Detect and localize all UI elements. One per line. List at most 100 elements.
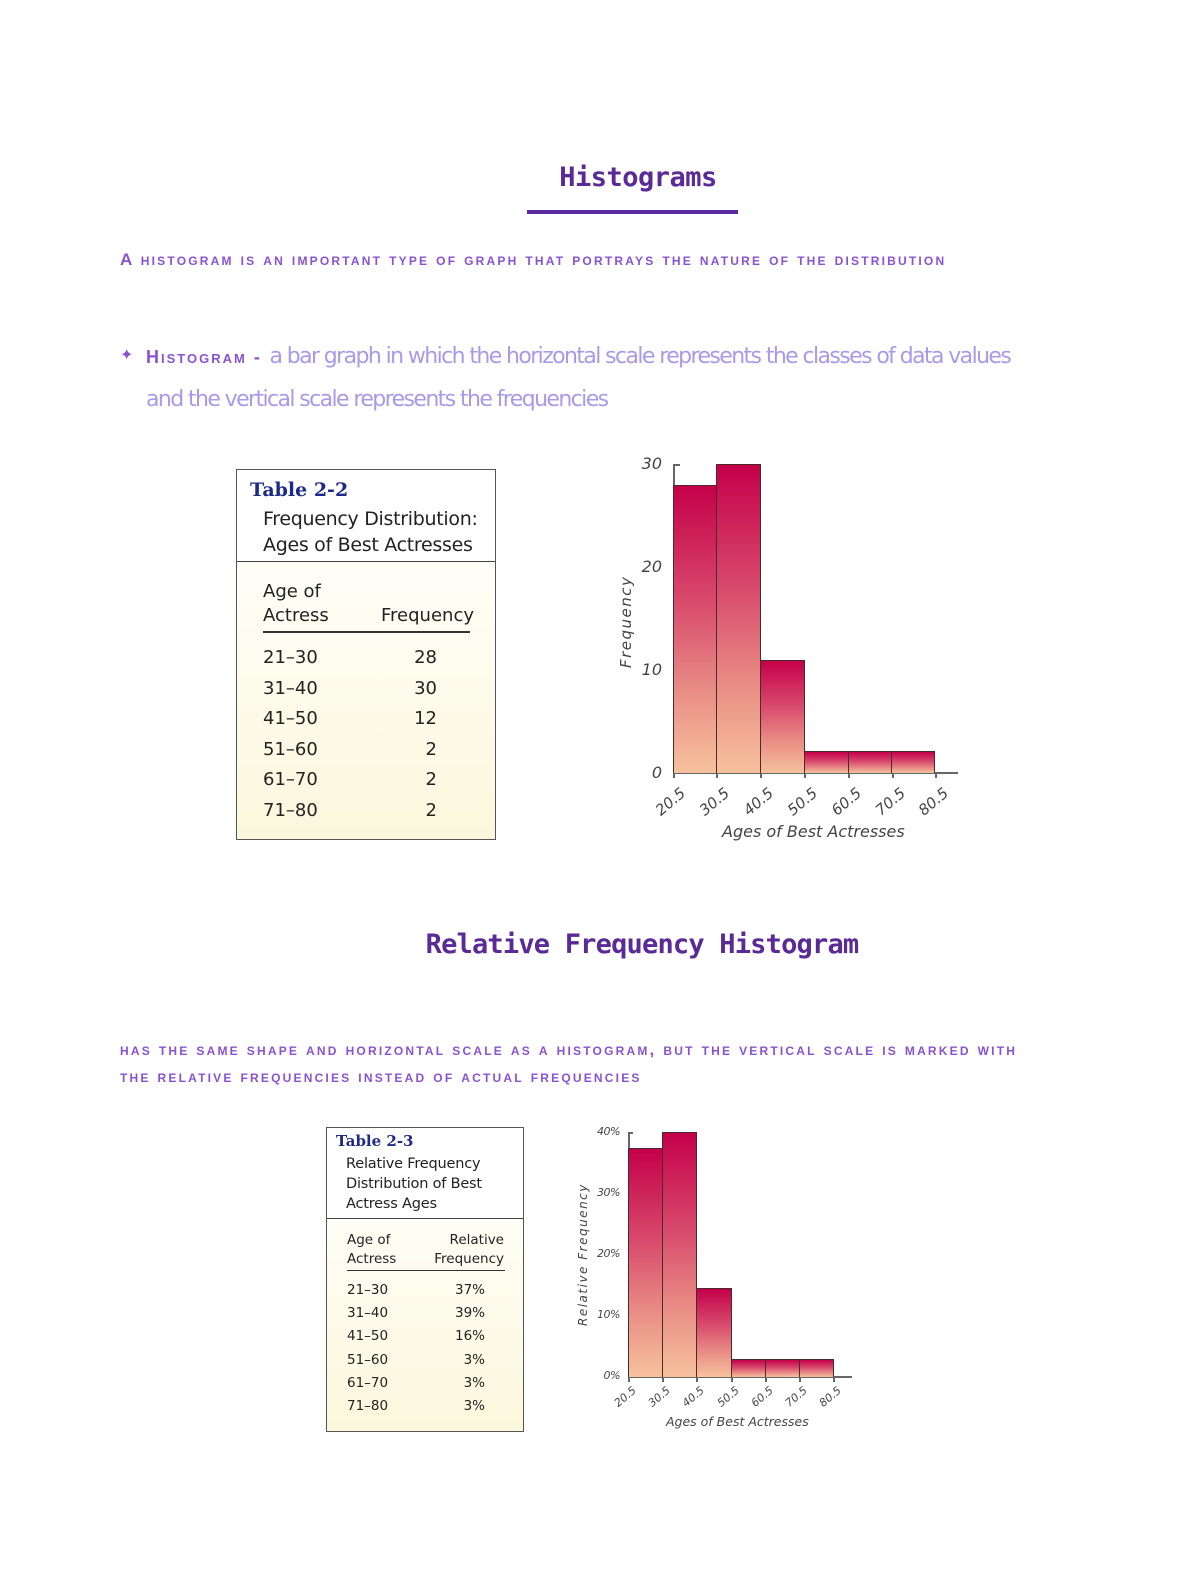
table-row: 71–80 3% xyxy=(347,1398,485,1421)
cell-relative-frequency: 3% xyxy=(463,1351,485,1368)
table-body: 21–30 28 31–40 30 41–50 12 51–60 2 61–70 2 71… xyxy=(263,647,437,830)
table-row: 41–50 12 xyxy=(263,708,437,739)
y-axis-title: Frequency xyxy=(617,575,635,668)
x-tick xyxy=(765,1377,767,1382)
bar-40.5-50.5 xyxy=(760,660,805,773)
definition-bullet: ✦ Histogram - a bar graph in which the ho… xyxy=(120,334,1080,420)
x-tick xyxy=(760,773,762,778)
caption-line: Ages of Best Actresses xyxy=(263,534,473,556)
x-tick-label: 30.5 xyxy=(645,1384,673,1410)
table-row: 51–60 2 xyxy=(263,739,437,770)
cell-frequency: 2 xyxy=(425,738,437,760)
x-tick xyxy=(804,773,806,778)
table-row: 31–40 30 xyxy=(263,678,437,709)
table-number: Table 2-2 xyxy=(250,479,349,501)
y-tick-label: 30% xyxy=(597,1186,620,1199)
cell-age: 61–70 xyxy=(263,769,318,790)
y-axis-title: Relative Frequency xyxy=(576,1183,590,1326)
cell-age: 51–60 xyxy=(263,738,318,760)
x-tick-label: 20.5 xyxy=(611,1384,639,1410)
bar-20.5-30.5 xyxy=(673,485,717,773)
cell-age: 51–60 xyxy=(347,1351,389,1368)
relative-frequency-table: Table 2-3 Relative Frequency Distributio… xyxy=(326,1127,524,1432)
table-number: Table 2-3 xyxy=(336,1132,414,1150)
frequency-histogram: 30 20 10 0 Frequency 20.5 30.5 40.5 50.5… xyxy=(600,450,980,850)
intro-text: A histogram is an important type of grap… xyxy=(120,250,947,269)
table-row: 51–60 3% xyxy=(347,1352,485,1375)
cell-relative-frequency: 16% xyxy=(454,1328,485,1345)
table-header: Table 2-2 Frequency Distribution: Ages o… xyxy=(237,470,495,562)
section-text: Has the same shape and horizontal scale … xyxy=(120,1040,1018,1086)
cell-frequency: 30 xyxy=(414,677,437,699)
y-tick-label: 20% xyxy=(597,1247,620,1260)
cell-relative-frequency: 3% xyxy=(463,1374,485,1391)
table-row: 71–80 2 xyxy=(263,800,437,831)
cell-age: 31–40 xyxy=(347,1305,389,1322)
cell-frequency: 28 xyxy=(414,647,437,668)
cell-age: 41–50 xyxy=(347,1328,389,1345)
cell-age: 71–80 xyxy=(347,1397,389,1414)
x-tick xyxy=(935,773,937,778)
x-tick xyxy=(731,1377,733,1382)
column-header-age: Age of Actress xyxy=(347,1231,396,1269)
bar-60.5-70.5 xyxy=(765,1359,800,1377)
bar-70.5-80.5 xyxy=(799,1359,834,1377)
x-tick-label: 70.5 xyxy=(871,784,909,820)
x-tick xyxy=(716,773,718,778)
x-tick xyxy=(892,773,894,778)
table-caption: Relative Frequency Distribution of Best … xyxy=(346,1154,482,1214)
x-tick-label: 70.5 xyxy=(782,1384,810,1410)
star-bullet-icon: ✦ xyxy=(120,345,134,364)
bars xyxy=(628,1120,838,1377)
cell-age: 61–70 xyxy=(347,1374,389,1391)
cell-age: 21–30 xyxy=(263,647,318,668)
table-row: 31–40 39% xyxy=(347,1305,485,1328)
relative-frequency-histogram: 40% 30% 20% 10% 0% Relative Frequency 20… xyxy=(560,1120,870,1440)
cell-relative-frequency: 39% xyxy=(454,1305,485,1322)
cell-frequency: 2 xyxy=(425,769,437,790)
x-tick-label: 80.5 xyxy=(816,1384,844,1410)
bar-60.5-70.5 xyxy=(848,751,892,773)
x-axis-title: Ages of Best Actresses xyxy=(722,822,905,841)
cell-frequency: 12 xyxy=(414,708,437,729)
x-axis-title: Ages of Best Actresses xyxy=(666,1414,809,1429)
x-tick xyxy=(799,1377,801,1382)
column-header-relative-frequency: Relative Frequency xyxy=(434,1231,504,1269)
caption-line: Frequency Distribution: xyxy=(263,508,478,530)
bar-50.5-60.5 xyxy=(804,751,849,773)
header-divider xyxy=(347,1270,505,1272)
x-tick-label: 60.5 xyxy=(748,1384,776,1410)
bar-30.5-40.5 xyxy=(662,1132,697,1377)
definition-text-line1: a bar graph in which the horizontal scal… xyxy=(269,344,1011,369)
header-line: Actress xyxy=(263,605,329,626)
x-tick xyxy=(673,773,675,778)
cell-age: 41–50 xyxy=(263,708,318,729)
x-tick-label: 60.5 xyxy=(827,784,865,820)
y-tick-label: 0% xyxy=(603,1369,621,1382)
bar-30.5-40.5 xyxy=(716,464,761,773)
caption-line: Distribution of Best xyxy=(346,1176,482,1192)
table-row: 61–70 3% xyxy=(347,1375,485,1398)
column-header-frequency: Frequency xyxy=(381,605,474,626)
header-divider xyxy=(263,631,470,633)
cell-relative-frequency: 37% xyxy=(454,1282,485,1298)
caption-line: Actress Ages xyxy=(346,1196,437,1212)
x-tick-label: 50.5 xyxy=(783,784,821,820)
header-line: Age of xyxy=(347,1232,391,1248)
y-tick-label: 40% xyxy=(597,1125,620,1138)
table-row: 41–50 16% xyxy=(347,1328,485,1351)
page-title: Histograms xyxy=(559,162,717,193)
bar-20.5-30.5 xyxy=(628,1148,663,1377)
cell-relative-frequency: 3% xyxy=(463,1397,485,1414)
bar-50.5-60.5 xyxy=(731,1359,766,1377)
cell-age: 71–80 xyxy=(263,799,318,821)
definition-text-line2: and the vertical scale represents the fr… xyxy=(146,387,609,412)
section-title: Relative Frequency Histogram xyxy=(425,929,860,960)
column-header-age: Age of Actress xyxy=(263,580,329,628)
cell-age: 31–40 xyxy=(263,677,318,699)
caption-line: Relative Frequency xyxy=(346,1156,481,1172)
header-line: Relative xyxy=(449,1232,504,1248)
x-tick-label: 80.5 xyxy=(914,784,952,820)
x-tick xyxy=(833,1377,835,1382)
x-tick xyxy=(662,1377,664,1382)
